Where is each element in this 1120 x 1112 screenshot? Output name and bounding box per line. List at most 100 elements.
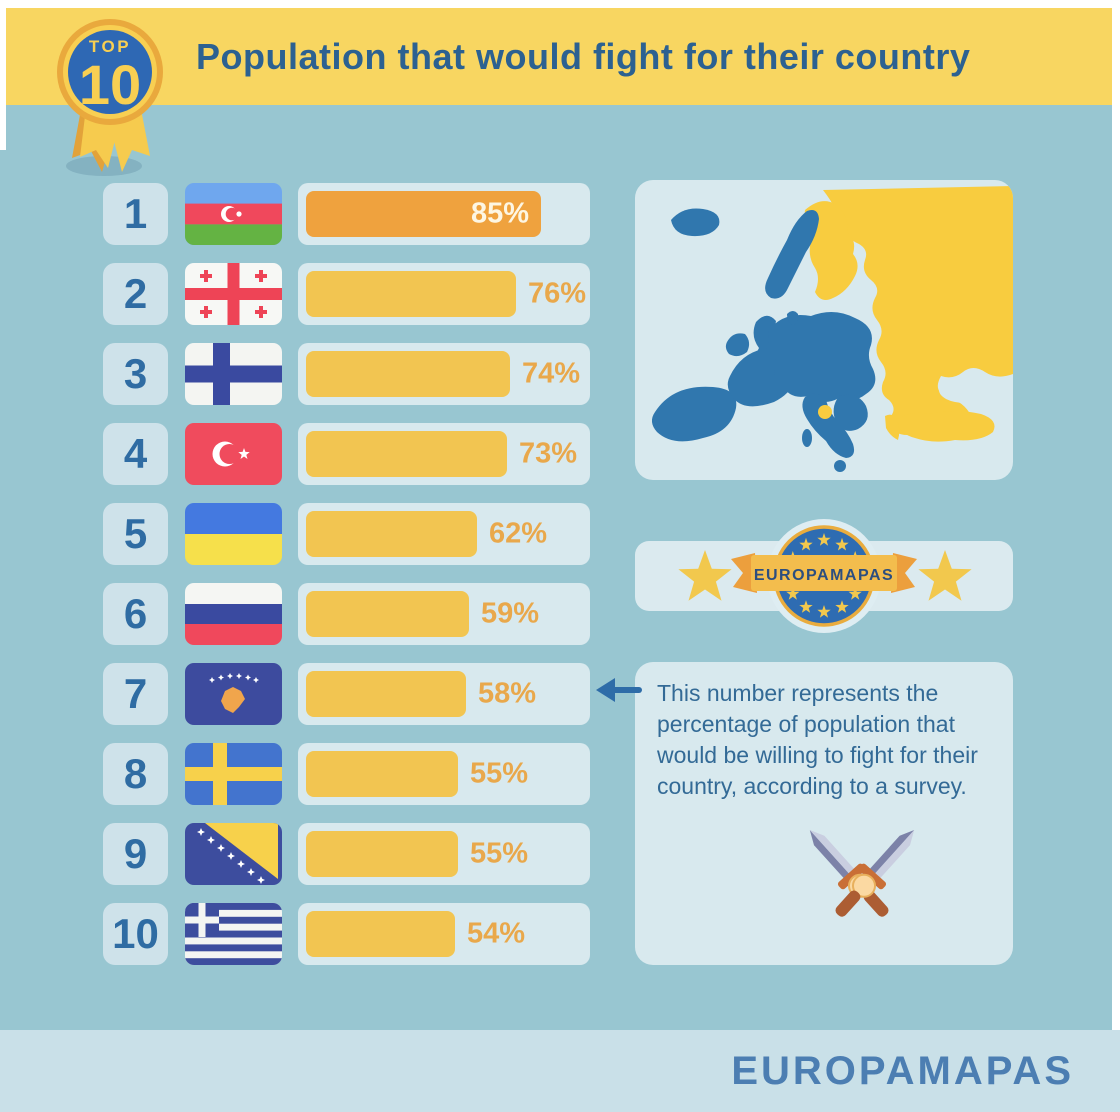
star-icon	[918, 550, 972, 601]
percent-bar	[306, 431, 507, 477]
star-icon	[817, 605, 831, 618]
flag-azerbaijan	[185, 183, 282, 245]
rank-number: 1	[123, 190, 148, 237]
frame-edge-right	[1112, 0, 1120, 1030]
frame-edge-top	[0, 0, 1120, 8]
rank-badge: 8	[103, 743, 168, 805]
sweden-flag-icon	[185, 743, 282, 805]
rank-badge: 3	[103, 343, 168, 405]
flag-finland	[185, 343, 282, 405]
rank-number: 4	[123, 430, 148, 477]
percent-bar	[306, 831, 458, 877]
bar-track: 58%	[298, 663, 590, 725]
ranking-row: 5 62%	[0, 503, 640, 565]
percent-label: 62%	[489, 517, 548, 550]
star-icon-left	[678, 550, 732, 601]
bar-track: 59%	[298, 583, 590, 645]
medal-top-label: TOP	[89, 37, 131, 56]
bar-track: 73%	[298, 423, 590, 485]
percent-bar	[306, 911, 455, 957]
flag-kosovo	[185, 663, 282, 725]
finland-flag-icon	[185, 343, 282, 405]
rank-badge: 1	[103, 183, 168, 245]
azerbaijan-flag-icon	[185, 183, 282, 245]
percent-bar	[306, 351, 510, 397]
eu-badge-icon: EUROPAMAPAS	[731, 519, 917, 633]
percent-bar	[306, 511, 477, 557]
percent-label: 54%	[467, 917, 526, 950]
percent-label: 76%	[528, 277, 587, 310]
flag-ukraine	[185, 503, 282, 565]
rank-badge: 2	[103, 263, 168, 325]
percent-label: 55%	[470, 757, 529, 790]
greece-flag-icon	[185, 903, 282, 965]
star-icon	[799, 600, 813, 613]
star-icon-right	[918, 550, 972, 601]
flag-bosnia	[185, 823, 282, 885]
map-yellow-enclave	[818, 405, 832, 419]
percent-label: 74%	[522, 357, 581, 390]
medal-number-label: 10	[79, 53, 141, 116]
rank-number: 6	[123, 590, 148, 637]
georgia-flag-icon	[185, 263, 282, 325]
europe-map	[651, 186, 1013, 472]
map-panel	[635, 180, 1013, 480]
turkey-flag-icon	[185, 423, 282, 485]
ranking-row: 2 76%	[0, 263, 640, 325]
bar-track: 55%	[298, 823, 590, 885]
rank-number: 9	[123, 830, 148, 877]
star-icon	[786, 587, 800, 600]
rank-number: 10	[112, 910, 159, 957]
bar-track: 74%	[298, 343, 590, 405]
percent-label: 73%	[519, 437, 578, 470]
rank-number: 5	[123, 510, 148, 557]
ranking-row: 7 58%	[0, 663, 640, 725]
ranking-row: 10 54%	[0, 903, 640, 965]
ribbon-brand-label: EUROPAMAPAS	[754, 567, 894, 584]
percent-bar	[306, 271, 516, 317]
russia-flag-icon	[185, 583, 282, 645]
star-icon	[835, 600, 849, 613]
note-text: This number represents the percentage of…	[657, 680, 978, 799]
ranking-row: 4 73%	[0, 423, 640, 485]
rank-badge: 5	[103, 503, 168, 565]
percent-bar: 85%	[306, 191, 541, 237]
ranking-row: 3 74%	[0, 343, 640, 405]
bar-track: 85%	[298, 183, 590, 245]
ranking-row: 9 55%	[0, 823, 640, 885]
flag-greece	[185, 903, 282, 965]
ukraine-flag-icon	[185, 503, 282, 565]
map-west-region	[651, 208, 876, 472]
rank-badge: 9	[103, 823, 168, 885]
bar-track: 54%	[298, 903, 590, 965]
rank-number: 3	[123, 350, 148, 397]
percent-label: 85%	[470, 197, 529, 230]
frame-edge-left	[0, 0, 6, 150]
left-arrow-icon	[596, 678, 642, 702]
ranking-row: 8 55%	[0, 743, 640, 805]
star-icon	[678, 550, 732, 601]
rank-badge: 10	[103, 903, 168, 965]
star-icon	[835, 537, 849, 551]
percent-label: 59%	[481, 597, 540, 630]
rank-number: 7	[123, 670, 148, 717]
top10-medal-icon: TOP 10	[57, 19, 163, 176]
percent-bar	[306, 751, 458, 797]
rank-badge: 4	[103, 423, 168, 485]
flag-sweden	[185, 743, 282, 805]
map-yellow-peninsula	[885, 414, 900, 440]
percent-label: 58%	[478, 677, 537, 710]
rank-number: 2	[123, 270, 148, 317]
percent-bar	[306, 591, 469, 637]
percent-bar	[306, 671, 466, 717]
black-sea	[939, 377, 991, 403]
rank-number: 8	[123, 750, 148, 797]
header-band: Population that would fight for their co…	[0, 8, 1120, 105]
flag-georgia	[185, 263, 282, 325]
ranking-row: 6 59%	[0, 583, 640, 645]
footer-band: EUROPAMAPAS	[0, 1030, 1120, 1112]
crossed-swords-icon	[809, 830, 915, 917]
note-panel: This number represents the percentage of…	[635, 662, 1013, 965]
flag-russia	[185, 583, 282, 645]
